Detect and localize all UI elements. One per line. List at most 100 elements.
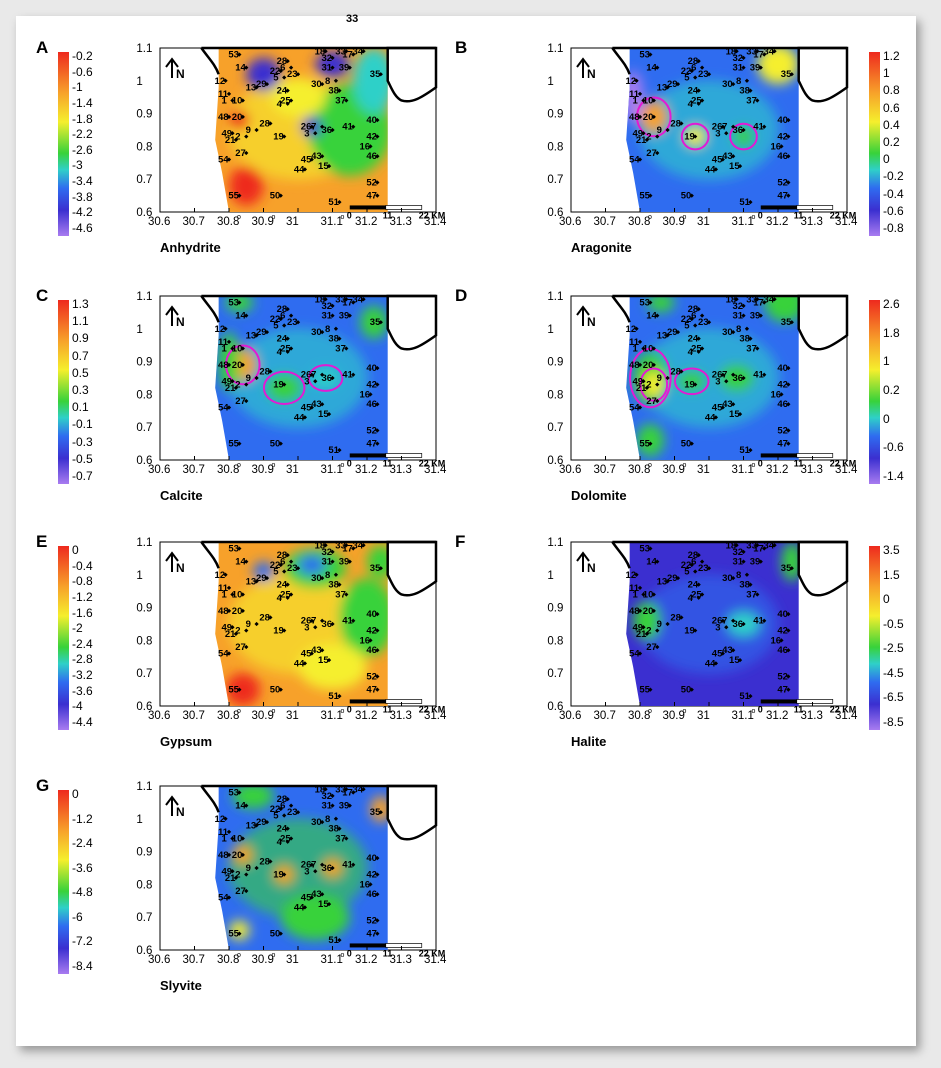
- well-label: 49: [221, 622, 232, 633]
- well-label: 46: [777, 645, 788, 656]
- well-label: 37: [746, 95, 757, 106]
- colorbar-tick: -3.4: [72, 174, 93, 189]
- well-label: 7: [722, 616, 727, 627]
- well-label: 50: [270, 685, 281, 696]
- well-label: 10: [232, 833, 243, 844]
- well-label: 10: [643, 95, 654, 106]
- x-tick-label: 30.6: [148, 216, 170, 228]
- well-label: 12: [626, 570, 637, 581]
- coastline: [386, 294, 438, 351]
- colorbar-tick: 0.7: [72, 348, 89, 363]
- well-marker: [240, 114, 245, 120]
- well-marker: [344, 49, 349, 54]
- y-tick-label: 30.6: [547, 455, 563, 467]
- well-marker: [309, 618, 314, 623]
- well-label: 18: [315, 46, 326, 57]
- well-label: 7: [722, 122, 727, 133]
- well-label: 10: [643, 343, 654, 354]
- well-marker: [344, 543, 349, 548]
- well-label: 28: [259, 612, 270, 623]
- well-marker: [648, 300, 653, 305]
- well-label: 21: [636, 629, 647, 640]
- well-marker: [689, 687, 694, 692]
- colorbar: [869, 52, 880, 236]
- well-label: 16: [359, 389, 370, 400]
- well-label: 16: [770, 635, 781, 646]
- svg-text:o: o: [683, 214, 687, 221]
- well-label: 32: [322, 53, 333, 64]
- well-marker: [230, 131, 235, 136]
- well-label: 7: [722, 370, 727, 381]
- colorbar-tick: -1.4: [883, 469, 904, 483]
- well-label: 40: [777, 609, 788, 620]
- well-label: 43: [722, 645, 733, 656]
- well-marker: [254, 85, 259, 90]
- well-label: 6: [691, 311, 696, 322]
- well-label: 42: [777, 380, 788, 391]
- well-label: 18: [315, 540, 326, 551]
- well-label: 5: [684, 321, 690, 332]
- svg-text:22 KM: 22 KM: [830, 458, 857, 468]
- well-label: 12: [215, 814, 226, 825]
- well-marker: [278, 562, 283, 568]
- well-label: 46: [777, 151, 788, 162]
- well-marker: [233, 631, 239, 636]
- well-label: 21: [225, 135, 236, 146]
- well-label: 34: [353, 784, 364, 795]
- well-label: 13: [657, 576, 668, 587]
- colorbar-tick: -0.3: [72, 434, 93, 449]
- panel-letter: G: [36, 776, 50, 795]
- well-label: 33: [335, 46, 346, 57]
- well-label: 41: [753, 122, 764, 133]
- svg-text:N: N: [587, 67, 596, 81]
- well-label: 48: [218, 112, 229, 123]
- x-tick-label: 31: [286, 464, 299, 476]
- well-label: 8: [736, 76, 741, 87]
- well-label: 27: [235, 886, 246, 897]
- well-marker: [689, 562, 694, 568]
- well-marker: [244, 872, 249, 877]
- well-label: 14: [235, 557, 246, 568]
- x-tick-label: 30.7: [594, 464, 616, 476]
- well-marker: [285, 336, 290, 341]
- well-marker: [696, 306, 701, 312]
- well-label: 55: [639, 685, 650, 696]
- well-label: 17: [342, 544, 353, 555]
- well-label: 44: [705, 658, 716, 669]
- y-tick-label: 30.8: [136, 389, 152, 401]
- well-marker: [665, 85, 670, 90]
- well-label: 19: [273, 870, 284, 881]
- x-tick-label: 30.9: [663, 464, 685, 476]
- well-label: 35: [781, 317, 792, 328]
- well-marker: [713, 167, 719, 172]
- well-label: 11: [218, 583, 229, 594]
- well-label: 31: [733, 311, 744, 322]
- well-label: 16: [770, 389, 781, 400]
- well-label: 28: [670, 612, 681, 623]
- well-label: 55: [228, 191, 239, 202]
- well-marker: [237, 193, 242, 198]
- well-label: 55: [639, 439, 650, 450]
- well-label: 26: [712, 370, 723, 381]
- colorbar-tick: 0.2: [883, 135, 900, 149]
- well-label: 15: [318, 409, 329, 420]
- well-marker: [665, 127, 670, 133]
- well-label: 44: [294, 412, 305, 423]
- panel-letter: A: [36, 38, 49, 57]
- well-label: 42: [777, 626, 788, 637]
- x-tick-label: 31.4: [424, 464, 447, 476]
- well-label: 9: [657, 619, 662, 630]
- well-label: 32: [322, 301, 333, 312]
- svg-text:N: N: [176, 561, 185, 575]
- colorbar-tick: 0.4: [883, 117, 900, 132]
- scale-bar: 0 11 22 KM: [758, 699, 856, 714]
- well-marker: [748, 582, 753, 587]
- y-tick-label: 30.7: [136, 668, 152, 680]
- well-label: 52: [777, 425, 788, 436]
- svg-text:0: 0: [347, 458, 352, 468]
- well-marker: [724, 625, 729, 630]
- well-label: 28: [259, 856, 270, 867]
- well-label: 28: [277, 56, 288, 67]
- y-tick-label: 30.8: [547, 635, 563, 647]
- map-panel-f: F 3.5 1.5 0 -0.5 -2.5 -4.5 -6.5 -8.5 53 14 12 28 22 6 2…: [455, 532, 904, 774]
